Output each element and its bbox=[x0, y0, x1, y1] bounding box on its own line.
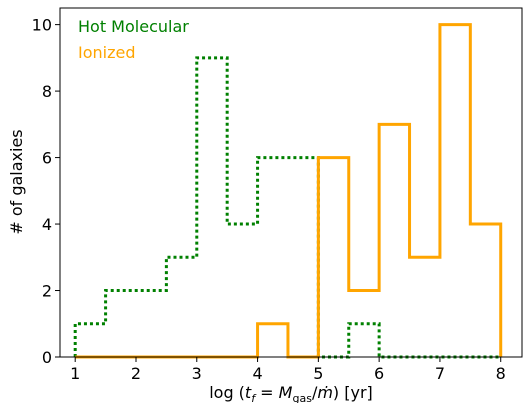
y-tick-label: 4 bbox=[42, 215, 52, 234]
y-axis-label: # of galaxies bbox=[7, 129, 26, 234]
series-hot-molecular-outline bbox=[73, 56, 501, 359]
x-tick-label: 8 bbox=[496, 364, 506, 383]
plot-series bbox=[73, 23, 503, 359]
y-tick-label: 6 bbox=[42, 149, 52, 168]
x-axis-label: log (tf = Mgas/ṁ) [yr] bbox=[209, 383, 373, 403]
y-tick-label: 10 bbox=[32, 16, 52, 35]
x-axis-ticks: 1 2 3 4 5 6 7 8 bbox=[70, 357, 506, 383]
y-tick-label: 8 bbox=[42, 82, 52, 101]
x-tick-label: 6 bbox=[374, 364, 384, 383]
x-tick-label: 7 bbox=[435, 364, 445, 383]
plot-frame bbox=[59, 7, 523, 358]
y-axis-ticks: 0 2 4 6 8 10 bbox=[32, 16, 60, 367]
y-tick-label: 0 bbox=[42, 348, 52, 367]
x-tick-label: 1 bbox=[70, 364, 80, 383]
x-tick-label: 5 bbox=[313, 364, 323, 383]
x-tick-label: 2 bbox=[131, 364, 141, 383]
x-tick-label: 4 bbox=[252, 364, 262, 383]
legend-hot-molecular: Hot Molecular bbox=[78, 17, 189, 36]
legend-ionized: Ionized bbox=[78, 43, 136, 62]
y-tick-label: 2 bbox=[42, 282, 52, 301]
series-ionized-outline bbox=[75, 23, 503, 359]
x-tick-label: 3 bbox=[192, 364, 202, 383]
